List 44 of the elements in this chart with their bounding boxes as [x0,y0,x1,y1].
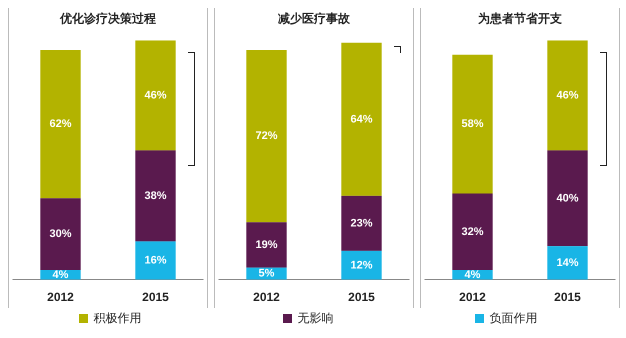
bar [135,40,176,150]
bar [246,50,287,222]
data-label: 5% [258,268,275,280]
data-label: 23% [350,217,373,230]
legend-label: 无影响 [298,310,334,327]
data-label: 30% [49,228,72,240]
data-label: 4% [52,268,69,281]
x-tick-label: 2012 [253,290,280,304]
data-label: 12% [350,259,373,272]
data-label: 62% [49,118,72,130]
legend-label: 负面作用 [490,310,538,327]
data-label: 19% [255,238,278,251]
x-tick-label: 2015 [348,290,376,304]
bar [135,150,176,242]
bar [452,54,493,194]
bar [547,150,588,246]
chart-title: 优化诊疗决策过程 [59,12,156,26]
x-tick-label: 2015 [142,290,170,304]
bar [452,193,493,270]
bar [135,241,176,280]
data-label: 14% [556,256,579,269]
bar [341,42,382,196]
bar [341,196,382,251]
bar [40,50,81,198]
legend-label: 积极作用 [94,310,142,327]
bar [246,222,287,268]
data-label: 46% [556,89,579,102]
data-label: 64% [350,113,373,126]
data-label: 72% [255,130,278,142]
data-label: 32% [461,226,484,238]
data-label: 38% [144,190,167,202]
x-tick-label: 2012 [47,290,74,304]
data-label: 16% [144,254,167,266]
x-tick-label: 2015 [554,290,582,304]
data-label: 4% [464,268,481,281]
chart-title: 减少医疗事故 [278,12,351,26]
x-tick-label: 2012 [459,290,486,304]
data-label: 58% [461,118,484,130]
bar [547,246,588,280]
data-label: 46% [144,89,167,102]
bar [547,40,588,150]
bar [40,198,81,270]
data-label: 40% [556,192,579,204]
chart-title: 为患者节省开支 [478,12,562,26]
